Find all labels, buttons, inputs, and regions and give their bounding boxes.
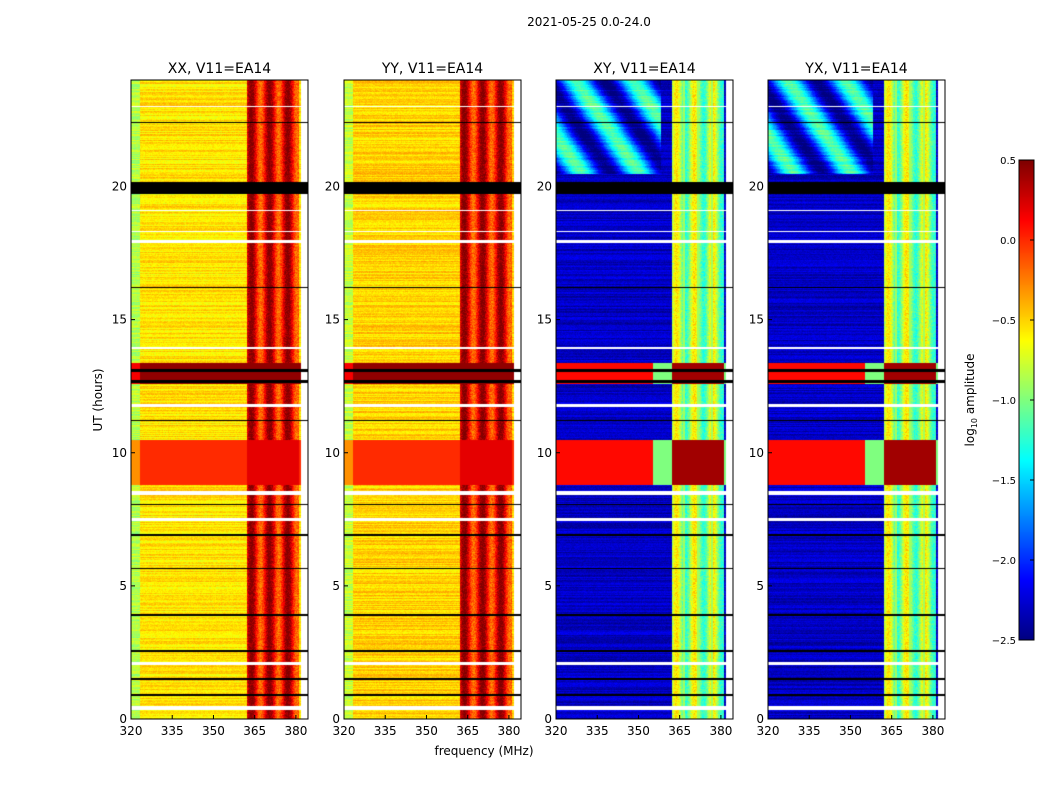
x-tick-label: 335 — [374, 724, 397, 738]
y-tick-label: 15 — [537, 313, 552, 327]
x-tick-label: 335 — [161, 724, 184, 738]
y-axis-label: UT (hours) — [91, 368, 105, 431]
x-tick-label: 365 — [668, 724, 691, 738]
x-tick-label: 365 — [456, 724, 479, 738]
colorbar-label: log10 amplitude — [963, 354, 979, 447]
y-tick-label: 15 — [112, 313, 127, 327]
panel-frame-2 — [555, 79, 734, 720]
colorbar-tick-label: −1.5 — [992, 476, 1016, 487]
x-tick-label: 350 — [839, 724, 862, 738]
y-tick-label: 20 — [749, 180, 764, 194]
x-tick-label: 350 — [202, 724, 225, 738]
x-tick-label: 380 — [921, 724, 944, 738]
x-tick-label: 350 — [627, 724, 650, 738]
y-tick-label: 0 — [332, 712, 340, 726]
x-tick-label: 335 — [798, 724, 821, 738]
heatmap-panel-3 — [768, 80, 945, 719]
y-tick-label: 5 — [119, 579, 127, 593]
panel-title-0: XX, V11=EA14 — [168, 61, 272, 77]
x-tick-label: 320 — [333, 724, 356, 738]
colorbar-tick-label: −0.5 — [992, 316, 1016, 327]
colorbar-tick-label: 0.0 — [1000, 236, 1016, 247]
panel-frame-3 — [767, 79, 946, 720]
x-tick-label: 335 — [586, 724, 609, 738]
y-tick-label: 5 — [756, 579, 764, 593]
panel-title-3: YX, V11=EA14 — [804, 61, 907, 77]
heatmap-panel-1 — [344, 80, 521, 719]
x-tick-label: 380 — [709, 724, 732, 738]
heatmap-panel-0 — [131, 80, 308, 719]
x-tick-label: 365 — [880, 724, 903, 738]
colorbar — [1019, 160, 1034, 640]
y-tick-label: 10 — [112, 446, 127, 460]
suptitle: 2021-05-25 0.0-24.0 — [527, 15, 651, 29]
y-tick-label: 0 — [119, 712, 127, 726]
panel-title-1: YY, V11=EA14 — [381, 61, 483, 77]
x-tick-label: 320 — [120, 724, 143, 738]
heatmap-panel-2 — [556, 80, 733, 719]
colorbar-tick-label: −2.5 — [992, 636, 1016, 647]
y-tick-label: 0 — [544, 712, 552, 726]
y-tick-label: 20 — [325, 180, 340, 194]
y-tick-label: 0 — [756, 712, 764, 726]
y-tick-label: 15 — [749, 313, 764, 327]
x-tick-label: 320 — [545, 724, 568, 738]
colorbar-tick-label: 0.5 — [1000, 156, 1016, 167]
y-tick-label: 5 — [544, 579, 552, 593]
x-tick-label: 365 — [243, 724, 266, 738]
y-tick-label: 10 — [537, 446, 552, 460]
colorbar-tick-label: −2.0 — [992, 556, 1016, 567]
y-tick-label: 20 — [112, 180, 127, 194]
panel-frame-0 — [130, 79, 309, 720]
y-tick-label: 10 — [749, 446, 764, 460]
x-tick-label: 350 — [415, 724, 438, 738]
y-tick-label: 15 — [325, 313, 340, 327]
colorbar-tick-label: −1.0 — [992, 396, 1016, 407]
x-tick-label: 380 — [284, 724, 307, 738]
panel-frame-1 — [343, 79, 522, 720]
y-tick-label: 10 — [325, 446, 340, 460]
x-tick-label: 380 — [497, 724, 520, 738]
x-axis-label: frequency (MHz) — [434, 744, 533, 758]
y-tick-label: 5 — [332, 579, 340, 593]
x-tick-label: 320 — [757, 724, 780, 738]
panel-title-2: XY, V11=EA14 — [593, 61, 695, 77]
y-tick-label: 20 — [537, 180, 552, 194]
